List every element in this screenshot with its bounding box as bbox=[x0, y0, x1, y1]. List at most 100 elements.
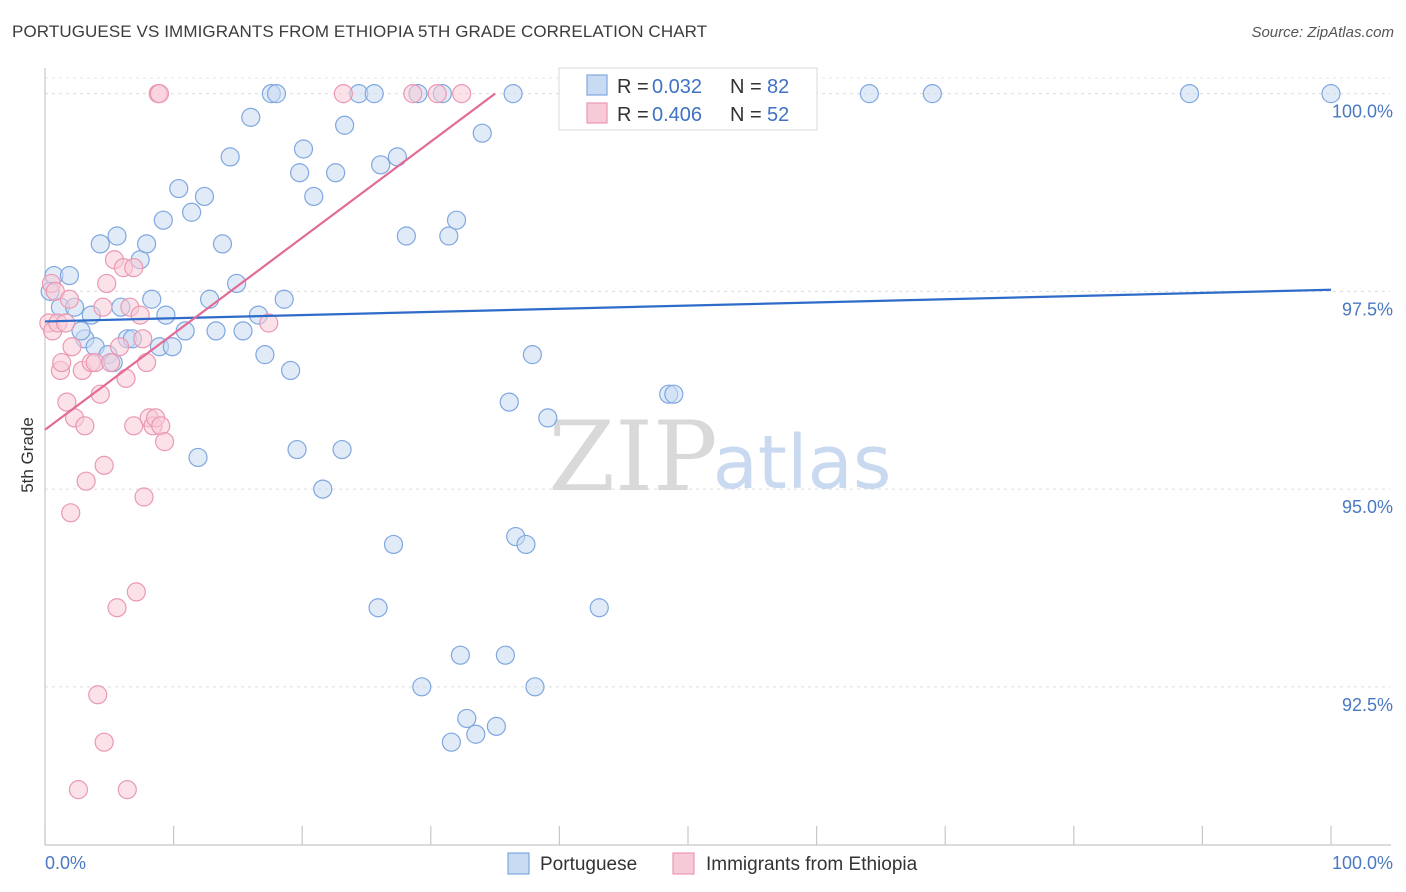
point-portuguese bbox=[332, 439, 352, 460]
legend-n-label-ethiopia: N = bbox=[730, 104, 762, 126]
series-portuguese bbox=[40, 84, 1341, 752]
point-ethiopia bbox=[126, 582, 146, 602]
point-ethiopia bbox=[117, 780, 137, 800]
legend-swatch-ethiopia bbox=[586, 102, 608, 124]
point-portuguese bbox=[71, 321, 91, 341]
point-portuguese bbox=[255, 345, 275, 365]
point-portuguese bbox=[335, 115, 355, 135]
point-portuguese bbox=[466, 724, 486, 744]
point-portuguese bbox=[486, 716, 506, 736]
points-layer bbox=[39, 84, 1341, 800]
legend-n-value-ethiopia: 52 bbox=[767, 104, 789, 126]
point-portuguese bbox=[441, 732, 461, 752]
point-ethiopia bbox=[259, 313, 279, 333]
point-portuguese bbox=[503, 84, 523, 104]
point-portuguese bbox=[495, 645, 515, 665]
point-ethiopia bbox=[93, 297, 113, 317]
point-ethiopia bbox=[452, 84, 472, 104]
point-portuguese bbox=[859, 84, 879, 104]
point-ethiopia bbox=[68, 780, 89, 800]
point-portuguese bbox=[1179, 84, 1200, 104]
x-tick-label-left: 0.0% bbox=[45, 853, 86, 873]
point-ethiopia bbox=[109, 337, 130, 357]
point-portuguese bbox=[142, 289, 162, 309]
point-ethiopia bbox=[427, 84, 447, 104]
point-ethiopia bbox=[134, 487, 154, 507]
point-portuguese bbox=[241, 107, 261, 127]
point-portuguese bbox=[182, 202, 202, 222]
point-ethiopia bbox=[57, 392, 77, 412]
legend-r-label-portuguese: R = bbox=[617, 76, 649, 98]
point-ethiopia bbox=[88, 685, 108, 705]
bottom-legend-swatch-portuguese bbox=[507, 852, 530, 875]
point-ethiopia bbox=[62, 337, 82, 357]
bottom-legend: Portuguese Immigrants from Ethiopia bbox=[507, 852, 918, 875]
point-portuguese bbox=[136, 234, 157, 254]
point-ethiopia bbox=[94, 455, 114, 475]
point-portuguese bbox=[589, 598, 609, 618]
y-tick-label: 100.0% bbox=[1332, 102, 1393, 122]
point-portuguese bbox=[922, 84, 942, 104]
point-ethiopia bbox=[100, 352, 121, 373]
point-portuguese bbox=[472, 123, 492, 143]
y-tick-label: 92.5% bbox=[1342, 695, 1393, 715]
point-ethiopia bbox=[333, 84, 353, 104]
point-ethiopia bbox=[149, 84, 170, 104]
point-portuguese bbox=[169, 178, 189, 199]
point-ethiopia bbox=[124, 416, 144, 436]
legend-n-value-portuguese: 82 bbox=[767, 76, 789, 98]
point-portuguese bbox=[1321, 84, 1341, 104]
x-tick-label-right: 100.0% bbox=[1332, 853, 1393, 873]
point-portuguese bbox=[368, 598, 388, 618]
point-portuguese bbox=[194, 186, 215, 207]
watermark: ZIP atlas bbox=[548, 401, 891, 513]
point-ethiopia bbox=[55, 313, 76, 333]
trend-layer bbox=[44, 92, 1332, 431]
point-ethiopia bbox=[154, 432, 175, 452]
point-portuguese bbox=[266, 84, 287, 104]
point-portuguese bbox=[313, 479, 333, 499]
point-portuguese bbox=[383, 534, 404, 555]
series-ethiopia bbox=[39, 84, 472, 800]
point-portuguese bbox=[153, 210, 173, 230]
legend-n-label-portuguese: N = bbox=[730, 76, 762, 98]
point-portuguese bbox=[227, 273, 247, 294]
point-portuguese bbox=[525, 677, 545, 697]
point-portuguese bbox=[304, 186, 324, 207]
point-ethiopia bbox=[94, 732, 114, 752]
point-ethiopia bbox=[403, 84, 423, 104]
point-ethiopia bbox=[75, 416, 95, 436]
point-portuguese bbox=[499, 392, 519, 412]
y-tick-label: 97.5% bbox=[1342, 299, 1393, 319]
bottom-legend-label-ethiopia: Immigrants from Ethiopia bbox=[706, 854, 918, 875]
source-credit: Source: ZipAtlas.com bbox=[1251, 24, 1394, 41]
chart-title: PORTUGUESE VS IMMIGRANTS FROM ETHIOPIA 5… bbox=[12, 22, 708, 41]
point-portuguese bbox=[364, 84, 384, 104]
point-portuguese bbox=[206, 321, 226, 341]
legend-r-value-ethiopia: 0.406 bbox=[652, 104, 702, 126]
point-portuguese bbox=[274, 289, 294, 309]
point-portuguese bbox=[522, 345, 542, 365]
legend-r-value-portuguese: 0.032 bbox=[652, 76, 702, 98]
y-axis-title: 5th Grade bbox=[18, 417, 37, 493]
watermark-zip: ZIP bbox=[548, 401, 717, 513]
point-ethiopia bbox=[136, 352, 157, 373]
point-portuguese bbox=[156, 305, 176, 325]
point-portuguese bbox=[233, 321, 253, 341]
y-tick-label: 95.0% bbox=[1342, 497, 1393, 517]
legend-swatch-portuguese bbox=[586, 74, 608, 96]
point-portuguese bbox=[212, 234, 233, 254]
point-ethiopia bbox=[151, 416, 171, 436]
point-ethiopia bbox=[107, 598, 127, 618]
grid-layer bbox=[45, 77, 1390, 688]
point-portuguese bbox=[450, 645, 470, 665]
point-portuguese bbox=[664, 384, 684, 404]
top-legend: R = 0.032 N = 82 R = 0.406 N = 52 bbox=[558, 67, 818, 131]
point-portuguese bbox=[457, 708, 477, 729]
point-ethiopia bbox=[76, 471, 96, 491]
point-ethiopia bbox=[124, 258, 144, 278]
point-ethiopia bbox=[61, 503, 81, 523]
point-portuguese bbox=[326, 163, 346, 183]
point-portuguese bbox=[188, 447, 208, 468]
point-portuguese bbox=[293, 139, 314, 159]
